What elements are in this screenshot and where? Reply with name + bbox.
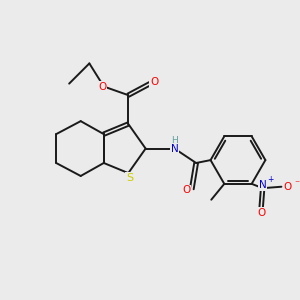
Text: ⁻: ⁻ (294, 179, 299, 189)
Text: +: + (268, 175, 274, 184)
Text: O: O (257, 208, 265, 218)
Text: N: N (259, 180, 266, 190)
Text: N: N (171, 144, 178, 154)
Text: S: S (126, 173, 133, 183)
Text: O: O (150, 77, 158, 87)
Text: H: H (171, 136, 178, 145)
Text: O: O (98, 82, 106, 92)
Text: O: O (182, 185, 190, 195)
Text: O: O (284, 182, 292, 192)
